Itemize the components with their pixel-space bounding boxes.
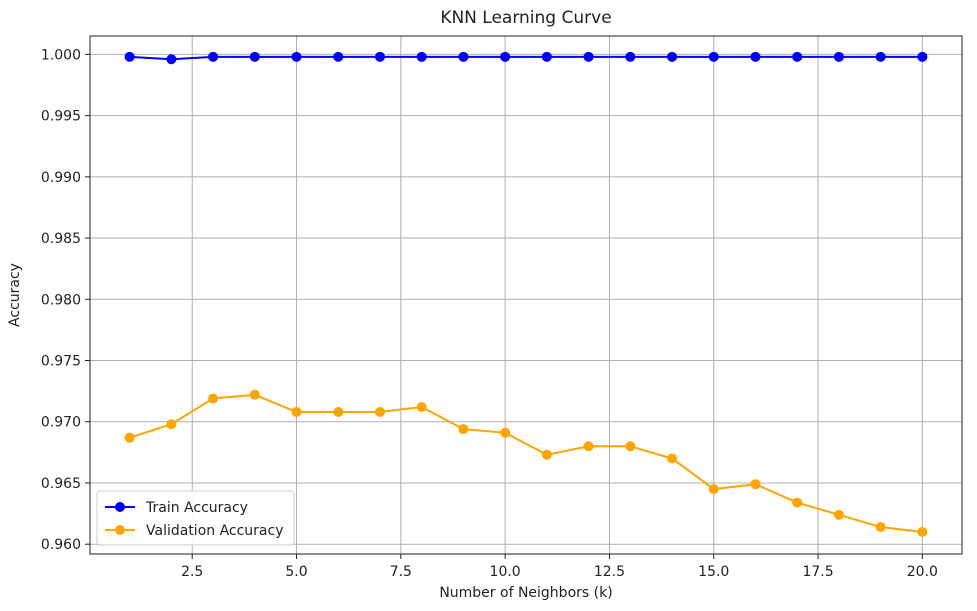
data-point-validation [750,479,761,490]
data-point-validation [541,449,552,460]
data-point-validation [249,389,260,400]
data-point-validation [124,432,135,443]
data-point-train [583,51,594,62]
x-tick-label: 20.0 [907,564,938,580]
data-point-validation [500,427,511,438]
data-point-train [291,51,302,62]
data-point-validation [583,441,594,452]
data-point-validation [458,424,469,435]
data-point-validation [374,406,385,417]
data-point-train [625,51,636,62]
tick-layer: 2.5 5.0 7.5 10.0 12.5 15.0 17.5 20.0 0.960 0.965 0… [41,47,938,580]
data-point-validation [875,522,886,533]
data-point-train [792,51,803,62]
chart-title: KNN Learning Curve [440,8,611,28]
y-axis-label: Accuracy [7,263,23,327]
data-point-train [500,51,511,62]
data-point-train [166,54,177,65]
x-tick-label: 17.5 [802,564,833,580]
data-point-train [541,51,552,62]
legend-label-validation: Validation Accuracy [146,523,284,539]
legend-box [96,490,295,546]
y-tick-label: 0.985 [41,231,81,247]
plot-frame [89,35,963,555]
data-point-validation [667,453,678,464]
data-point-validation [208,393,219,404]
legend: Train Accuracy Validation Accuracy [96,490,295,546]
data-point-train [833,51,844,62]
series-line-train [129,55,923,61]
legend-marker-validation [115,525,125,535]
y-tick-label: 0.980 [41,292,81,308]
series-line-validation [129,393,923,533]
data-point-validation [708,484,719,495]
data-point-validation [291,406,302,417]
data-point-train [708,51,719,62]
data-point-validation [625,441,636,452]
series-validation [124,389,928,537]
x-tick-label: 15.0 [698,564,729,580]
y-tick-label: 0.970 [41,415,81,431]
x-tick-label: 7.5 [390,564,412,580]
data-point-train [208,51,219,62]
data-point-validation [416,402,427,413]
data-point-train [917,51,928,62]
series-train [124,51,928,65]
y-tick-label: 0.960 [41,537,81,553]
data-point-train [875,51,886,62]
data-point-validation [792,497,803,508]
data-point-validation [333,406,344,417]
data-point-train [416,51,427,62]
data-point-train [750,51,761,62]
x-tick-label: 5.0 [285,564,307,580]
data-point-validation [833,509,844,520]
y-tick-label: 1.000 [41,47,81,63]
x-tick-label: 12.5 [594,564,625,580]
y-tick-label: 0.995 [41,109,81,125]
y-tick-label: 0.975 [41,354,81,370]
x-axis-label: Number of Neighbors (k) [439,585,612,601]
data-point-train [458,51,469,62]
data-point-train [249,51,260,62]
x-tick-label: 2.5 [181,564,203,580]
data-point-train [374,51,385,62]
legend-marker-train [115,502,125,512]
legend-label-train: Train Accuracy [145,500,248,516]
y-tick-label: 0.965 [41,476,81,492]
x-tick-label: 10.0 [490,564,521,580]
series-layer [124,51,928,537]
data-point-train [333,51,344,62]
data-point-validation [166,419,177,430]
data-point-train [667,51,678,62]
y-tick-label: 0.990 [41,170,81,186]
data-point-validation [917,526,928,537]
data-point-train [124,51,135,62]
